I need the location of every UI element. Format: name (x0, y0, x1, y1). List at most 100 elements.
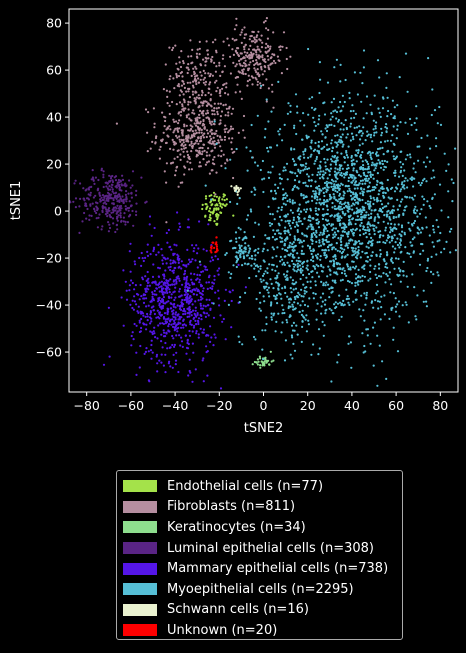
data-point (350, 132, 354, 135)
data-point (380, 127, 383, 130)
data-point (239, 33, 242, 36)
data-point (151, 140, 154, 143)
data-point (354, 256, 358, 259)
data-point (200, 128, 203, 131)
data-point (420, 136, 423, 140)
data-point (324, 312, 327, 315)
data-point (143, 352, 146, 355)
data-point (176, 304, 179, 307)
data-point (146, 312, 149, 316)
data-point (302, 153, 305, 156)
data-point (366, 334, 369, 337)
data-point (377, 221, 380, 224)
data-point (270, 190, 273, 193)
data-point (299, 239, 302, 242)
data-point (184, 146, 187, 149)
data-point (210, 128, 213, 131)
data-point (164, 281, 167, 285)
data-point (336, 263, 339, 266)
data-point (343, 173, 346, 176)
data-point (350, 156, 353, 159)
data-point (90, 178, 93, 181)
data-point (362, 228, 365, 231)
data-point (294, 238, 297, 241)
data-point (410, 244, 413, 247)
data-point (195, 91, 198, 94)
data-point (376, 300, 380, 303)
data-point (174, 359, 178, 362)
data-point (110, 186, 113, 189)
data-point (219, 119, 222, 122)
data-point (333, 170, 337, 173)
data-point (208, 194, 211, 198)
data-point (323, 230, 326, 233)
data-point (404, 177, 407, 180)
data-point (368, 233, 371, 236)
data-point (153, 122, 156, 125)
data-point (376, 200, 379, 203)
data-point (281, 247, 284, 250)
data-point (264, 329, 267, 332)
data-point (188, 117, 191, 120)
data-point (101, 205, 104, 208)
data-point (160, 307, 163, 310)
data-point (304, 318, 307, 321)
data-point (316, 167, 320, 170)
data-point (343, 155, 346, 159)
data-point (314, 124, 317, 127)
data-point (284, 220, 287, 223)
data-point (377, 275, 381, 278)
data-point (265, 316, 268, 319)
data-point (157, 324, 160, 327)
data-point (187, 68, 190, 71)
data-point (270, 282, 273, 285)
data-point (204, 268, 207, 271)
data-point (297, 224, 300, 227)
data-point (321, 249, 324, 252)
data-point (396, 198, 399, 201)
data-point (206, 304, 209, 307)
data-point (277, 288, 280, 291)
data-point (364, 182, 367, 185)
data-point (336, 177, 339, 180)
data-point (392, 292, 395, 295)
data-point (432, 273, 435, 276)
data-point (229, 158, 232, 161)
data-point (356, 184, 359, 187)
data-point (144, 256, 147, 259)
data-point (196, 313, 199, 316)
data-point (164, 284, 167, 287)
data-point (278, 232, 281, 235)
data-point (247, 244, 250, 247)
data-point (324, 200, 327, 203)
data-point (173, 260, 176, 263)
data-point (379, 255, 382, 258)
data-point (187, 226, 191, 229)
data-point (326, 208, 329, 211)
data-point (189, 119, 192, 122)
data-point (221, 320, 224, 323)
data-point (303, 208, 306, 211)
data-point (415, 105, 418, 108)
data-point (373, 229, 376, 232)
data-point (173, 141, 176, 144)
data-point (346, 246, 350, 249)
data-point (340, 226, 343, 229)
data-point (280, 219, 283, 222)
data-point (215, 65, 218, 68)
data-point (217, 297, 220, 300)
data-point (207, 223, 210, 226)
data-point (158, 157, 161, 160)
data-point (324, 218, 327, 221)
data-point (122, 216, 125, 219)
data-point (186, 275, 189, 278)
data-point (202, 331, 205, 334)
data-point (350, 117, 353, 120)
data-point (386, 253, 389, 256)
data-point (209, 307, 212, 310)
data-point (341, 105, 345, 108)
data-point (180, 260, 183, 263)
data-point (284, 169, 287, 172)
data-point (180, 302, 184, 305)
data-point (352, 212, 356, 215)
